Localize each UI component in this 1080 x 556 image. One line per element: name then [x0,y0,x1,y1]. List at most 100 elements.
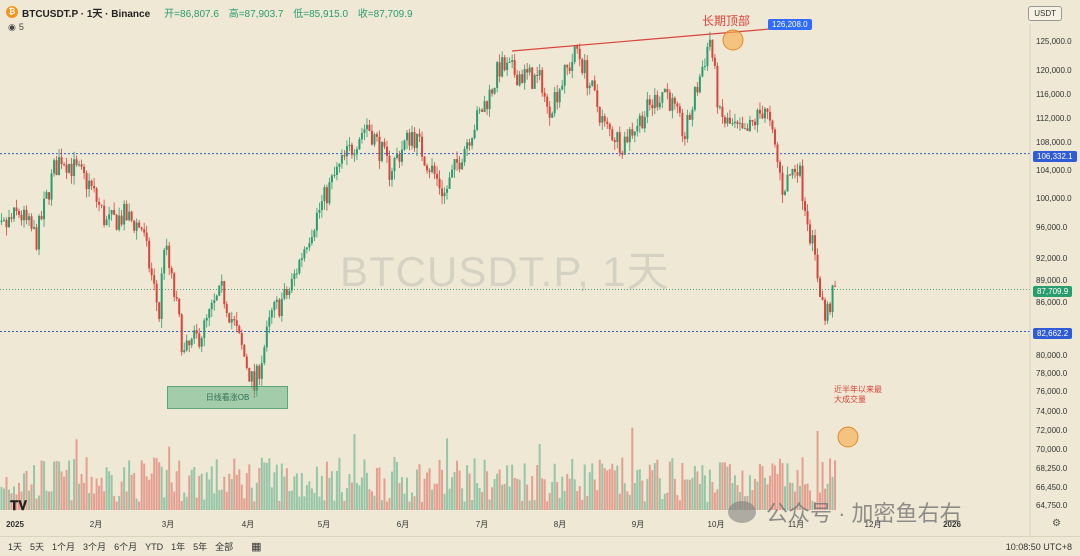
volume-bar [473,458,476,510]
range-1y[interactable]: 1年 [171,542,186,552]
candle-body [240,333,243,345]
volume-bar [138,501,141,510]
candle-body [258,365,261,379]
volume-bar [521,500,524,510]
volume-bar [2,488,5,510]
calendar-icon[interactable]: ▦ [251,541,262,553]
candle-body [243,344,246,357]
volume-bar [320,475,323,510]
candle-body [23,209,26,221]
volume-bar [330,471,333,510]
currency-button[interactable]: USDT [1028,6,1062,21]
volume-bar [523,463,526,510]
volume-bar [498,469,501,510]
candle-body [2,219,5,221]
volume-bar [160,466,163,510]
candle-body [368,124,371,131]
range-6m[interactable]: 6个月 [114,542,138,552]
candle-body [468,142,471,146]
candle-body [673,97,676,104]
candle-body [834,285,837,287]
range-ytd[interactable]: YTD [145,541,164,552]
range-5d[interactable]: 5天 [30,542,45,552]
volume-bar [358,485,361,510]
volume-bar [143,463,146,510]
x-tick-label: 4月 [242,520,254,529]
y-tick-label: 68,250.0 [1036,464,1068,473]
candle-body [288,290,291,296]
y-tick-label: 92,000.0 [1036,254,1068,263]
candle-body [799,165,802,176]
candle-body [110,210,113,215]
volume-bar [318,496,321,510]
volume-bar [183,492,186,510]
candle-body [248,368,251,382]
candle-body [503,57,506,71]
range-3m[interactable]: 3个月 [83,542,107,552]
candle-body [771,120,774,130]
candle-body [701,66,704,77]
volume-bar [508,486,511,510]
candle-body [183,350,186,353]
candle-body [736,121,739,124]
candle-body [743,128,746,130]
candle-body [318,210,321,213]
volume-bar [30,484,33,510]
volume-bar [443,493,446,510]
brand-watermark-text: 公众号 · 加密鱼右右 [766,501,962,526]
volume-bar [778,458,781,510]
x-tick-label: 5月 [318,520,330,529]
candle-body [263,347,266,363]
candle-body [463,148,466,163]
volume-bar [50,491,53,510]
volume-bar [716,489,719,510]
candle-body [363,129,366,133]
candle-body [648,99,651,105]
candle-body [773,129,776,145]
candle-body [821,296,824,300]
range-1m[interactable]: 1个月 [52,542,76,552]
volume-bar [816,430,819,510]
volume-bar [553,463,556,510]
volume-bar [368,489,371,510]
symbol-title[interactable]: BTCUSDT.P · 1天 · Binance [22,8,151,20]
candle-body [508,61,511,63]
candle-body [789,174,791,176]
candle-body [343,155,346,157]
candle-body [270,310,273,318]
volume-indicator-label[interactable]: ◉ 5 [8,22,24,33]
volume-bar [581,499,584,510]
eye-icon[interactable]: ◉ [8,22,16,32]
volume-bar [185,496,188,510]
range-all[interactable]: 全部 [215,542,234,552]
candle-body [315,212,318,231]
range-1d[interactable]: 1天 [8,542,23,552]
candle-body [678,106,681,113]
candle-body [683,136,686,139]
volume-bar [501,484,504,510]
candle-body [250,371,253,382]
volume-bar [741,470,744,510]
volume-bar [28,490,31,510]
candle-body [188,340,191,346]
candle-body [663,89,666,93]
volume-bar [290,490,293,510]
candle-body [113,210,116,215]
candle-body [806,211,809,225]
candle-body [35,227,38,250]
candle-body [628,129,631,143]
candle-body [816,254,819,279]
volume-bar [446,438,449,510]
volume-bar [438,459,441,510]
candle-body [295,273,298,275]
volume-bar [466,465,469,510]
range-5y[interactable]: 5年 [193,542,208,552]
x-tick-label: 8月 [554,520,566,529]
volume-bar [829,458,832,510]
volume-bar [513,477,516,510]
settings-gear-icon[interactable]: ⚙ [1052,518,1061,529]
candle-body [293,273,296,280]
candle-body [98,201,101,205]
candle-body [408,132,411,146]
